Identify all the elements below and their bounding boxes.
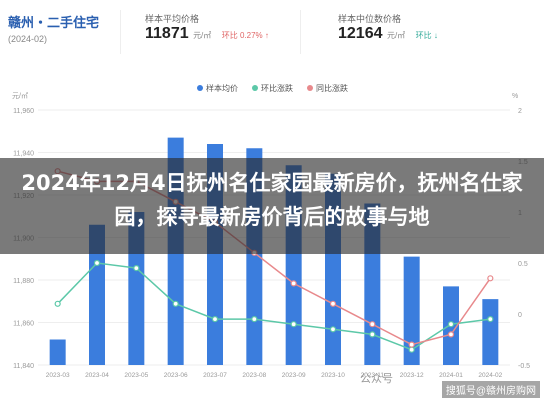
bar bbox=[89, 224, 105, 365]
y-right-tick-label: 2 bbox=[518, 108, 522, 115]
y-left-tick-label: 11,880 bbox=[13, 278, 34, 285]
x-tick-label: 2023-05 bbox=[124, 372, 148, 379]
median-price-stat: 样本中位数价格 12164 元/㎡ 环比 ↓ bbox=[338, 12, 438, 43]
median-price-unit: 元/㎡ bbox=[386, 31, 406, 40]
x-tick-label: 2023-09 bbox=[282, 372, 306, 379]
median-price-value: 12164 bbox=[338, 25, 383, 42]
x-tick-label: 2023-12 bbox=[400, 372, 424, 379]
headline-banner: 2024年12月4日抚州名仕家园最新房价，抚州名仕家园，探寻最新房价背后的故事与… bbox=[0, 158, 544, 254]
legend-swatch bbox=[252, 85, 258, 91]
watermark-right: 搜狐号@赣州房购网 bbox=[441, 381, 540, 398]
series-point bbox=[487, 316, 494, 323]
series-point bbox=[447, 321, 455, 328]
series-point bbox=[172, 300, 179, 307]
median-price-mom: 环比 ↓ bbox=[415, 31, 438, 40]
legend-swatch bbox=[197, 85, 203, 91]
x-tick-label: 2023-07 bbox=[203, 372, 227, 379]
y-right-tick-label: -0.5 bbox=[518, 363, 530, 370]
x-tick-label: 2023-04 bbox=[85, 372, 109, 379]
avg-price-stat: 样本平均价格 11871 元/㎡ 环比 0.27% ↑ bbox=[145, 12, 269, 43]
x-tick-label: 2023-03 bbox=[46, 372, 70, 379]
x-tick-label: 2023-08 bbox=[242, 372, 266, 379]
header-divider-2 bbox=[300, 10, 301, 54]
series-point bbox=[329, 300, 337, 307]
x-tick-label: 2024-02 bbox=[478, 372, 502, 379]
series-point bbox=[369, 331, 376, 338]
headline-text: 2024年12月4日抚州名仕家园最新房价，抚州名仕家园，探寻最新房价背后的故事与… bbox=[21, 171, 523, 229]
avg-price-unit: 元/㎡ bbox=[193, 31, 212, 40]
series-point bbox=[133, 265, 140, 272]
watermark-left: 公众号 bbox=[360, 373, 393, 385]
y-left-unit: 元/㎡ bbox=[12, 92, 28, 100]
city-title: 赣州・二手住宅 bbox=[8, 15, 100, 30]
y-right-tick-label: 0 bbox=[518, 312, 522, 319]
x-tick-label: 2023-10 bbox=[321, 372, 345, 379]
header: 赣州・二手住宅 (2024-02) 样本平均价格 11871 元/㎡ 环比 0.… bbox=[0, 0, 544, 70]
y-right-tick-label: 0.5 bbox=[518, 261, 528, 268]
avg-price-value: 11871 bbox=[145, 25, 189, 42]
series-point bbox=[290, 321, 297, 328]
bar bbox=[482, 299, 499, 365]
legend-label: 环比涨跌 bbox=[261, 83, 293, 93]
legend-label: 样本均价 bbox=[206, 83, 238, 93]
legend-swatch bbox=[307, 85, 313, 91]
x-tick-label: 2023-11 bbox=[361, 372, 385, 379]
avg-price-label: 样本平均价格 bbox=[145, 14, 200, 24]
series-point bbox=[290, 280, 297, 287]
y-left-tick-label: 11,860 bbox=[13, 321, 34, 328]
series-point bbox=[54, 300, 61, 307]
legend-label: 同比涨跌 bbox=[316, 83, 348, 93]
series-point bbox=[408, 346, 415, 353]
x-tick-label: 2024-01 bbox=[439, 372, 463, 379]
bar bbox=[403, 256, 420, 365]
series-line bbox=[57, 262, 491, 351]
avg-price-mom: 环比 0.27% ↑ bbox=[221, 31, 269, 40]
series-point bbox=[211, 316, 219, 323]
series-point bbox=[329, 326, 337, 333]
series-point bbox=[487, 275, 494, 282]
series-point bbox=[369, 321, 376, 328]
series-point bbox=[251, 316, 258, 323]
header-divider bbox=[120, 10, 121, 54]
y-left-tick-label: 11,840 bbox=[13, 363, 34, 370]
y-left-tick-label: 11,960 bbox=[13, 108, 34, 115]
x-tick-label: 2023-06 bbox=[164, 372, 188, 379]
series-point bbox=[447, 331, 455, 338]
y-left-tick-label: 11,940 bbox=[13, 151, 34, 158]
median-price-label: 样本中位数价格 bbox=[338, 14, 402, 24]
series-point bbox=[408, 341, 415, 348]
report-date: (2024-02) bbox=[8, 34, 48, 44]
series-point bbox=[93, 259, 101, 267]
y-right-unit: % bbox=[512, 93, 518, 100]
bar bbox=[49, 339, 66, 365]
